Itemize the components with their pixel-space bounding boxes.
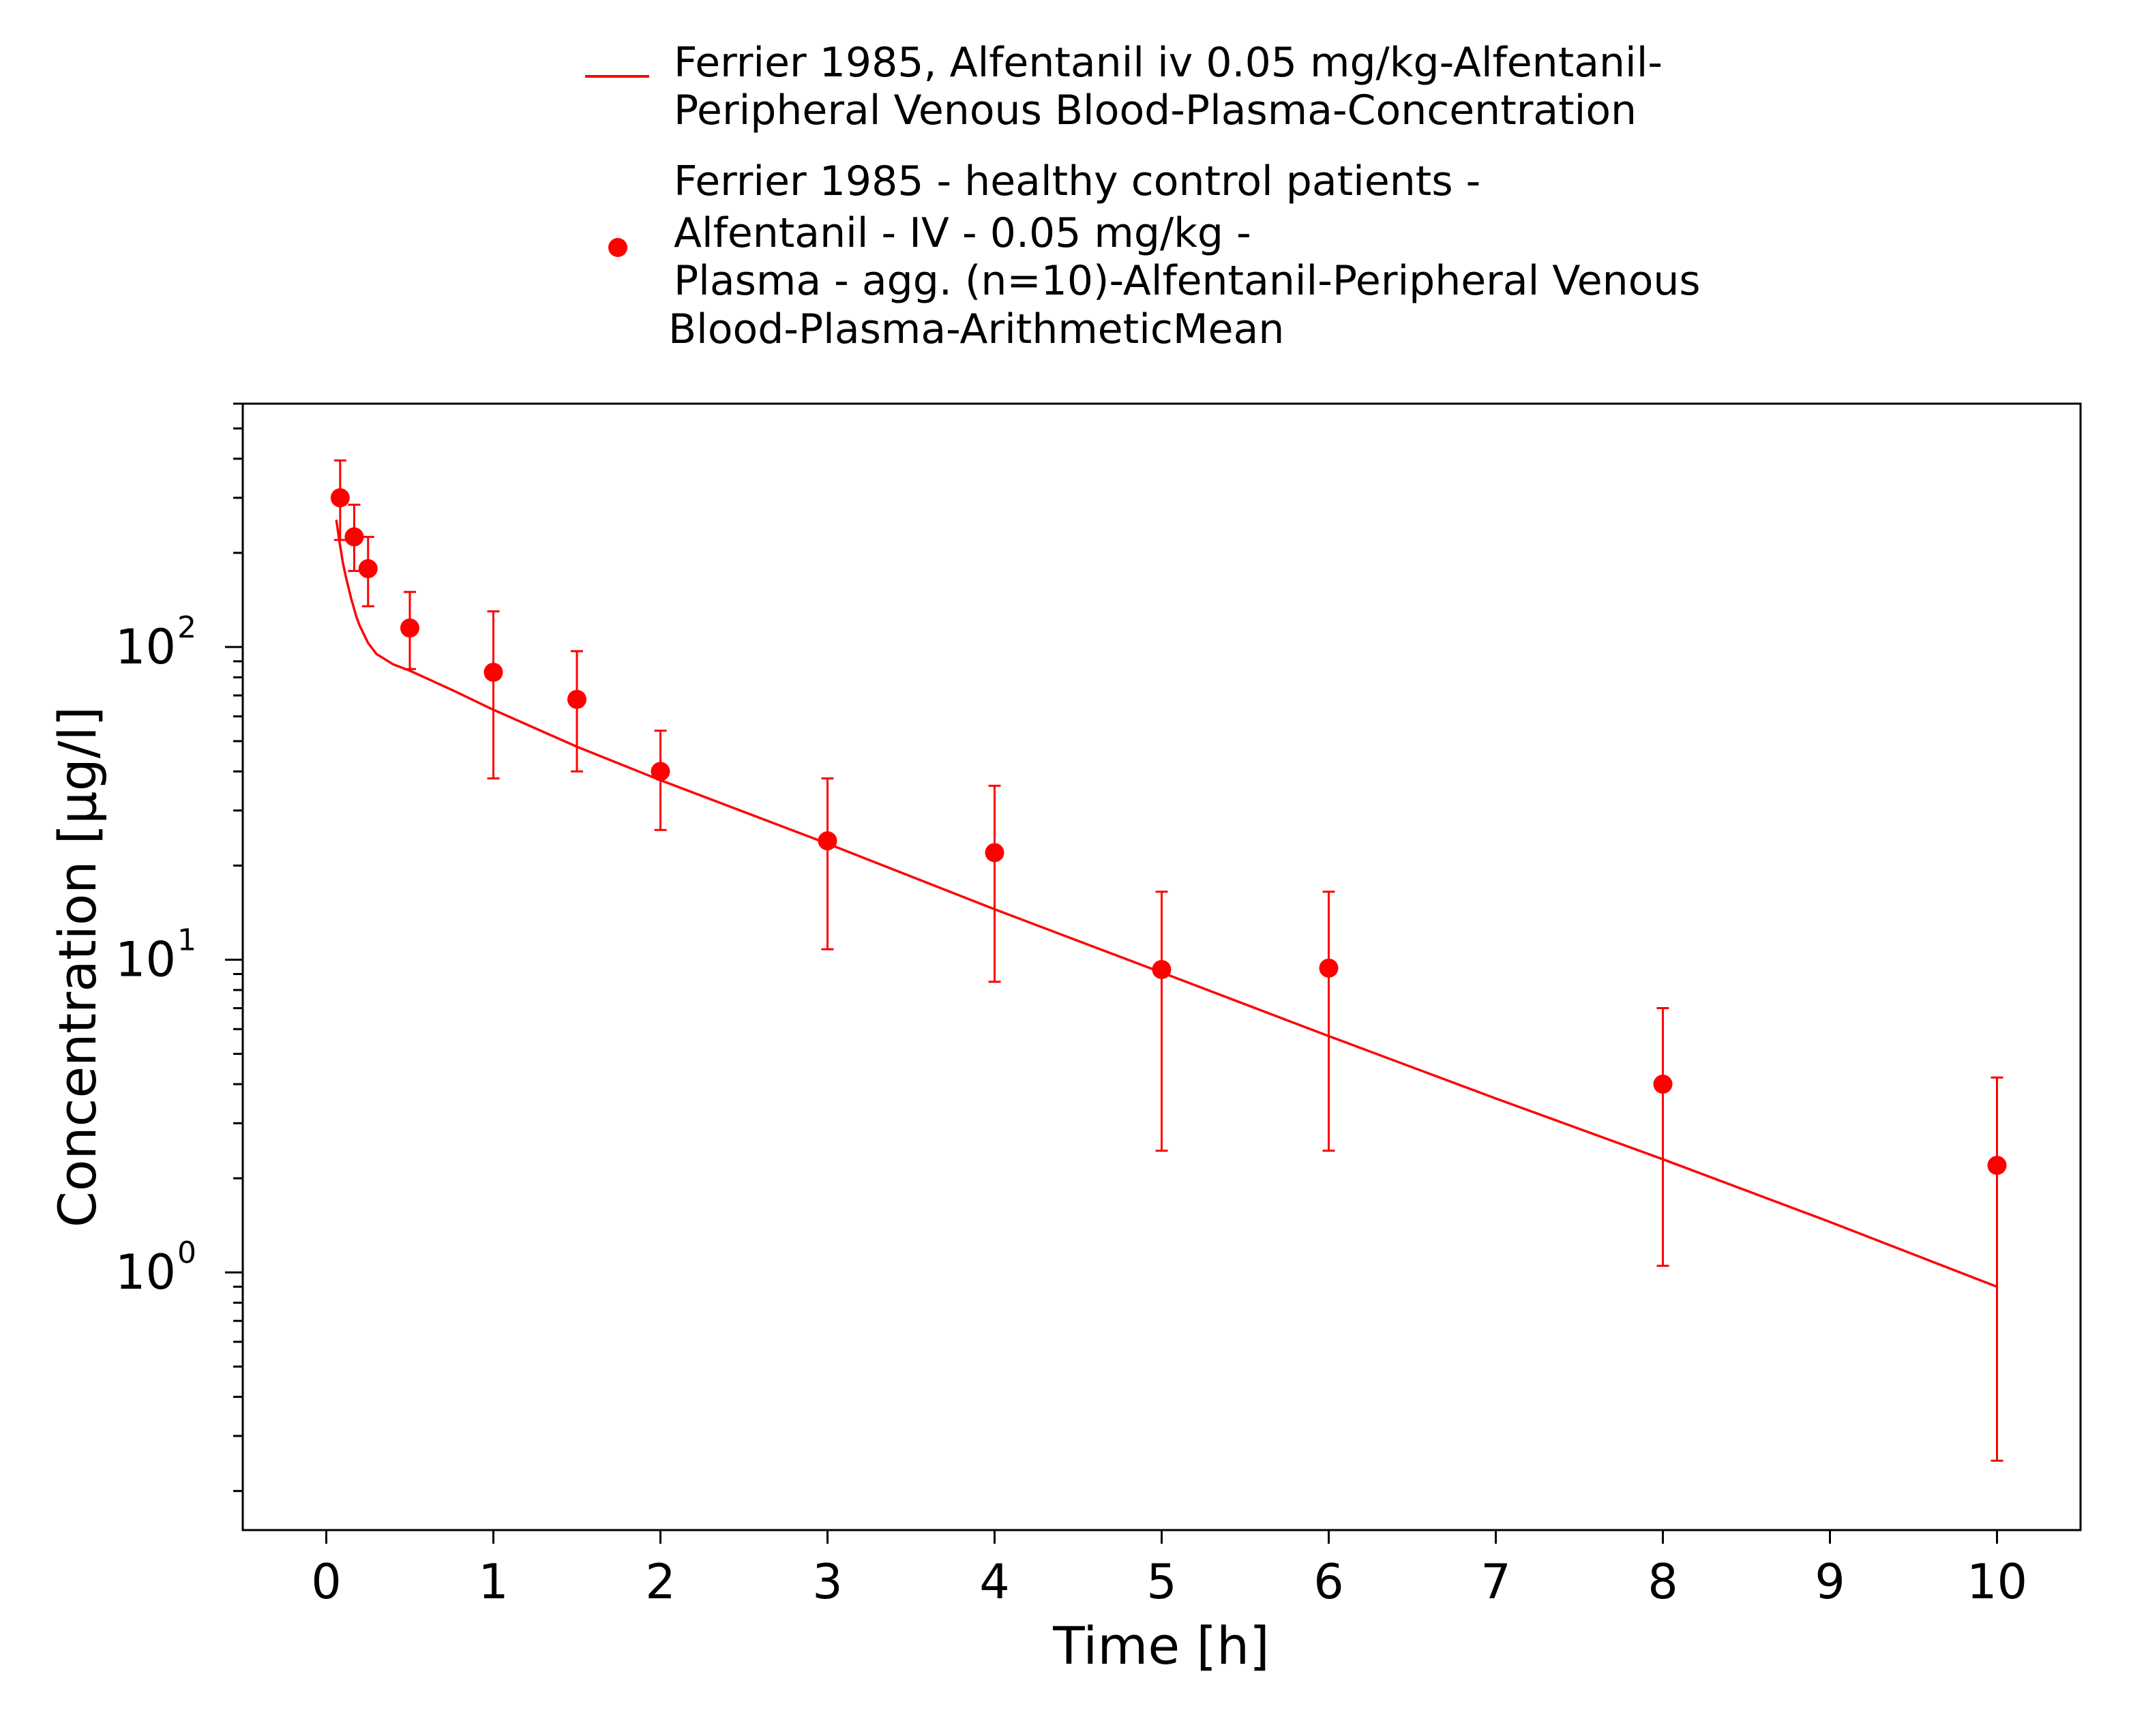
data-point xyxy=(985,843,1004,863)
x-tick-label: 9 xyxy=(1815,1554,1845,1610)
data-point xyxy=(483,662,503,682)
data-point xyxy=(1653,1075,1673,1094)
legend-marker-label-1: Ferrier 1985 - healthy control patients … xyxy=(674,158,1480,205)
legend-marker-label-3: Plasma - agg. (n=10)-Alfentanil-Peripher… xyxy=(674,257,1701,305)
data-point xyxy=(1319,958,1339,978)
x-axis-title: Time [h] xyxy=(1052,1615,1270,1676)
data-point xyxy=(400,618,419,638)
legend-marker-label-4: Blood-Plasma-ArithmeticMean xyxy=(668,305,1284,353)
data-point xyxy=(651,762,670,781)
x-tick-label: 3 xyxy=(812,1554,843,1610)
x-tick-label: 6 xyxy=(1313,1554,1344,1610)
simulation-line-series xyxy=(335,520,1998,1288)
data-point xyxy=(818,831,837,851)
y-axis-title: Concentration [µg/l] xyxy=(47,706,108,1227)
y-tick-label: 10 xyxy=(115,619,176,675)
data-point xyxy=(358,559,378,579)
y-tick-exponent: 1 xyxy=(177,923,196,958)
x-tick-label: 0 xyxy=(311,1554,342,1610)
legend: Ferrier 1985, Alfentanil iv 0.05 mg/kg-A… xyxy=(585,39,1701,353)
data-point xyxy=(1152,959,1172,979)
legend-line-label-2: Peripheral Venous Blood-Plasma-Concentra… xyxy=(674,87,1637,134)
x-tick-label: 7 xyxy=(1480,1554,1511,1610)
x-tick-label: 8 xyxy=(1648,1554,1678,1610)
legend-line-label-1: Ferrier 1985, Alfentanil iv 0.05 mg/kg-A… xyxy=(674,39,1663,87)
observed-data-series xyxy=(330,459,2007,1462)
x-tick-label: 5 xyxy=(1146,1554,1177,1610)
y-tick-exponent: 0 xyxy=(177,1236,196,1270)
data-point xyxy=(567,689,586,709)
simulation-line xyxy=(335,520,1998,1288)
data-point xyxy=(344,527,364,547)
legend-marker-swatch xyxy=(608,238,627,257)
legend-marker-label-2: Alfentanil - IV - 0.05 mg/kg - xyxy=(674,209,1251,257)
x-axis: 0 1 2 3 4 5 6 7 8 9 10 xyxy=(311,1530,2027,1610)
x-tick-label: 2 xyxy=(645,1554,676,1610)
y-tick-label: 10 xyxy=(115,1244,176,1300)
x-tick-label: 1 xyxy=(478,1554,509,1610)
y-tick-exponent: 2 xyxy=(177,610,196,645)
x-tick-label: 4 xyxy=(979,1554,1010,1610)
y-tick-label: 10 xyxy=(115,932,176,988)
x-tick-label: 10 xyxy=(1967,1554,2027,1610)
data-point xyxy=(1987,1156,2007,1176)
data-point xyxy=(330,488,350,508)
